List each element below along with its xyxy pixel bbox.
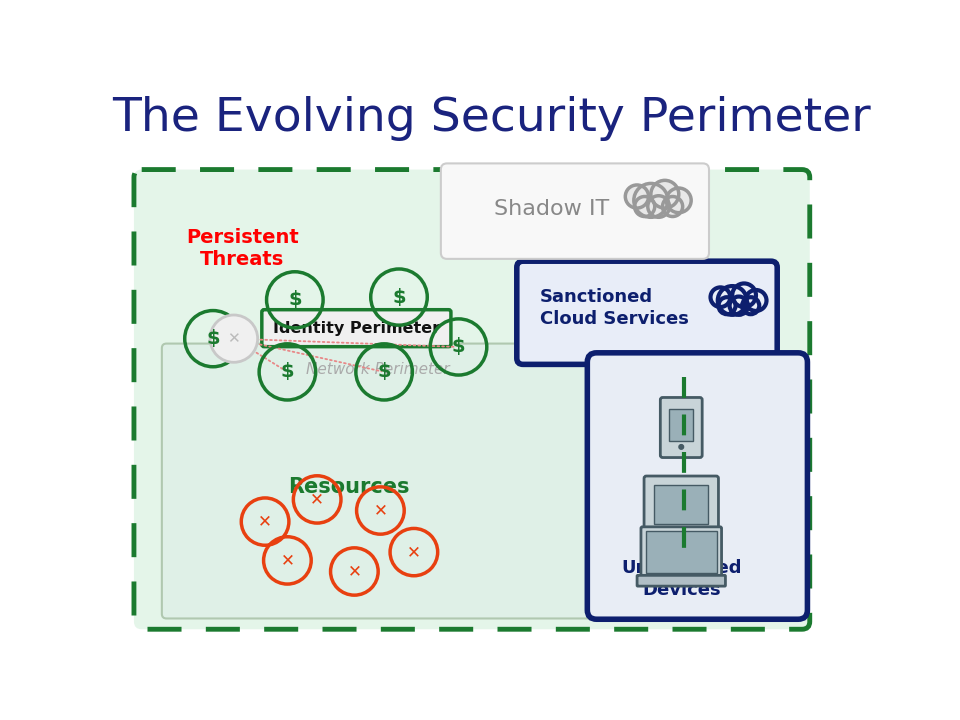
Text: Persistent
Threats: Persistent Threats bbox=[186, 228, 299, 269]
Text: Sanctioned
Cloud Services: Sanctioned Cloud Services bbox=[540, 288, 689, 328]
Circle shape bbox=[732, 284, 756, 307]
Bar bbox=[669, 409, 693, 441]
Text: The Evolving Security Perimeter: The Evolving Security Perimeter bbox=[112, 96, 872, 140]
FancyBboxPatch shape bbox=[588, 353, 807, 619]
Circle shape bbox=[742, 297, 759, 314]
Circle shape bbox=[679, 445, 684, 449]
FancyBboxPatch shape bbox=[441, 163, 709, 259]
Circle shape bbox=[648, 196, 669, 217]
FancyBboxPatch shape bbox=[162, 343, 593, 618]
Circle shape bbox=[745, 290, 766, 311]
Text: Network Perimeter: Network Perimeter bbox=[306, 362, 449, 377]
Circle shape bbox=[666, 188, 691, 212]
Text: Shadow IT: Shadow IT bbox=[493, 199, 609, 220]
Text: ✕: ✕ bbox=[310, 490, 324, 508]
Bar bbox=[646, 531, 717, 573]
Text: $: $ bbox=[206, 329, 220, 348]
FancyBboxPatch shape bbox=[637, 575, 726, 586]
Circle shape bbox=[662, 197, 683, 217]
Text: ✕: ✕ bbox=[228, 331, 240, 346]
Circle shape bbox=[634, 184, 668, 217]
Text: Resources: Resources bbox=[288, 477, 409, 497]
Text: Unmanaged
Devices: Unmanaged Devices bbox=[621, 559, 741, 599]
Text: $: $ bbox=[377, 362, 391, 382]
Text: $: $ bbox=[280, 362, 294, 382]
FancyBboxPatch shape bbox=[660, 397, 702, 457]
Circle shape bbox=[625, 185, 649, 208]
Circle shape bbox=[718, 286, 747, 315]
Circle shape bbox=[710, 287, 731, 307]
Text: ✕: ✕ bbox=[280, 552, 295, 570]
Text: Identity Perimeter: Identity Perimeter bbox=[273, 320, 440, 336]
Text: $: $ bbox=[393, 287, 406, 307]
FancyBboxPatch shape bbox=[641, 527, 722, 577]
Bar bbox=[654, 485, 708, 524]
Text: $: $ bbox=[288, 290, 301, 310]
Circle shape bbox=[635, 197, 655, 217]
Text: ✕: ✕ bbox=[407, 543, 420, 561]
Circle shape bbox=[718, 297, 735, 314]
Text: ✕: ✕ bbox=[348, 562, 361, 580]
Circle shape bbox=[210, 315, 257, 362]
Text: ✕: ✕ bbox=[258, 513, 272, 531]
Text: $: $ bbox=[452, 338, 466, 356]
Circle shape bbox=[651, 180, 679, 208]
FancyBboxPatch shape bbox=[516, 261, 778, 364]
Text: ✕: ✕ bbox=[373, 502, 387, 520]
FancyBboxPatch shape bbox=[134, 169, 809, 629]
FancyBboxPatch shape bbox=[644, 476, 718, 533]
Circle shape bbox=[730, 297, 748, 315]
FancyBboxPatch shape bbox=[262, 310, 451, 346]
